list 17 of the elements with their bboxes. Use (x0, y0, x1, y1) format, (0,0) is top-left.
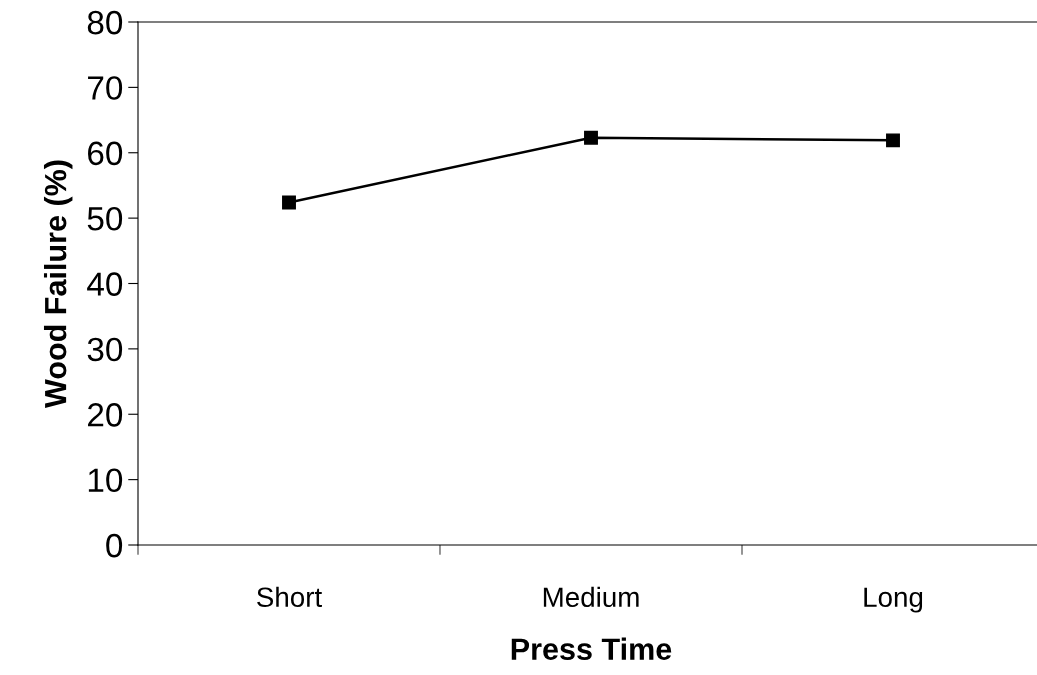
y-tick-label: 50 (87, 206, 123, 231)
y-tick-label: 80 (87, 10, 123, 35)
point (886, 133, 900, 148)
y-axis-title: Wood Failure (%) (43, 160, 73, 408)
y-tick-label: 0 (106, 533, 123, 558)
point (584, 130, 598, 145)
y-tick-label: 20 (88, 403, 123, 427)
y-tick-label: 60 (88, 141, 123, 166)
y-tick-label: 30 (87, 337, 123, 362)
y-tick-label: 10 (88, 468, 123, 493)
x-tick-label: Short (257, 586, 322, 608)
y-tick-label: 40 (87, 272, 123, 296)
x-tick-label: Long (864, 587, 923, 613)
y-tick-label: 70 (88, 76, 123, 100)
x-tick-label: Medium (543, 586, 639, 608)
point (282, 195, 296, 210)
x-axis-title: Press Time (511, 637, 672, 660)
